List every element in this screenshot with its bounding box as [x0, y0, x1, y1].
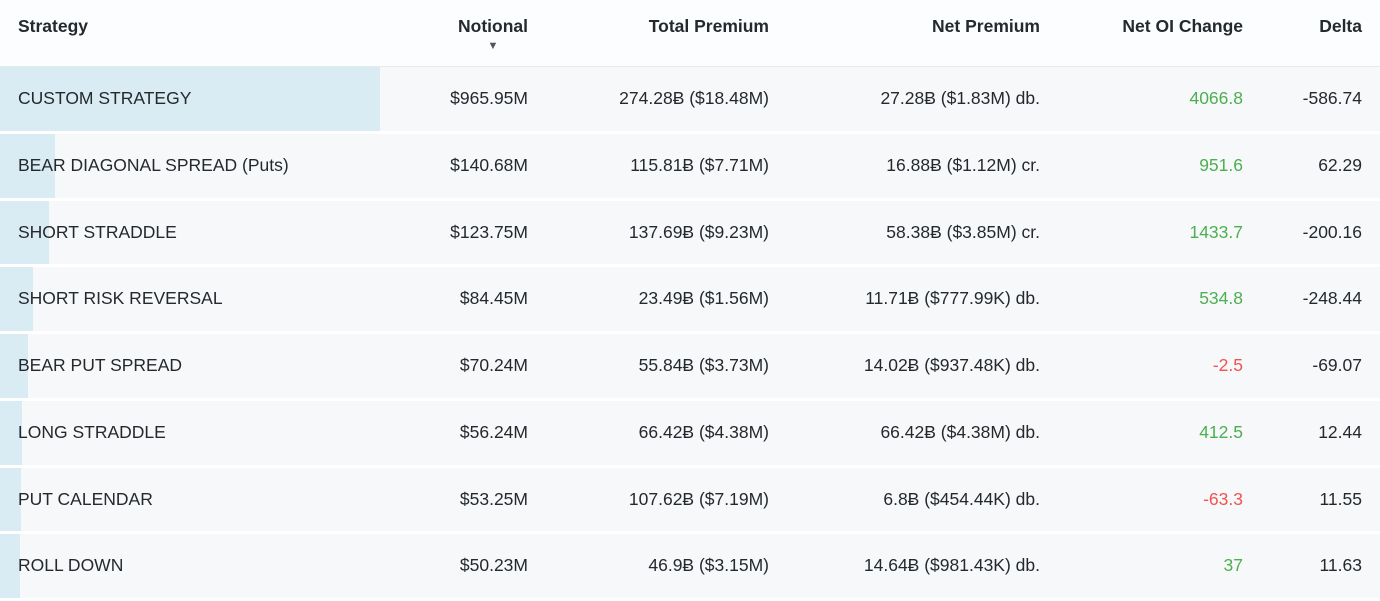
- strategy-name: BEAR PUT SPREAD: [18, 355, 183, 375]
- strategy-cell: ROLL DOWN: [0, 534, 380, 598]
- total-premium-cell: 137.69Ƀ ($9.23M): [628, 221, 769, 242]
- notional-cell: $965.95M: [450, 88, 528, 108]
- total-premium-cell: 66.42Ƀ ($4.38M): [638, 421, 769, 442]
- net-premium-cell: 66.42Ƀ ($4.38M) db.: [880, 421, 1040, 442]
- table-row[interactable]: BEAR DIAGONAL SPREAD (Puts) $140.68M 115…: [0, 133, 1380, 198]
- strategy-cell: LONG STRADDLE: [0, 400, 380, 465]
- strategy-cell: BEAR PUT SPREAD: [0, 334, 380, 398]
- column-header-notional[interactable]: Notional ▼: [380, 0, 528, 54]
- column-header-delta[interactable]: Delta: [1319, 16, 1362, 36]
- table-row[interactable]: CUSTOM STRATEGY $965.95M 274.28Ƀ ($18.48…: [0, 67, 1380, 131]
- sort-desc-icon: ▼: [487, 40, 499, 52]
- column-header-strategy[interactable]: Strategy: [18, 16, 89, 36]
- delta-cell: 11.63: [1319, 555, 1363, 576]
- column-header-notional-label: Notional: [458, 16, 528, 36]
- strategy-name: ROLL DOWN: [18, 555, 124, 576]
- net-premium-cell: 6.8Ƀ ($454.44K) db.: [883, 488, 1040, 509]
- notional-bar: [0, 200, 49, 265]
- net-premium-cell: 14.02Ƀ ($937.48K) db.: [863, 355, 1040, 375]
- notional-bar: [0, 133, 56, 198]
- strategy-name: LONG STRADDLE: [18, 421, 166, 442]
- delta-cell: 12.44: [1318, 421, 1362, 442]
- notional-cell: $53.25M: [459, 488, 528, 509]
- strategy-name: SHORT STRADDLE: [18, 221, 177, 242]
- total-premium-cell: 23.49Ƀ ($1.56M): [638, 288, 769, 309]
- table-row[interactable]: PUT CALENDAR $53.25M 107.62Ƀ ($7.19M) 6.…: [0, 467, 1380, 532]
- net-premium-cell: 14.64Ƀ ($981.43K) db.: [863, 555, 1040, 576]
- table-header: Strategy Notional ▼ Total Premium Net Pr…: [0, 0, 1380, 67]
- table-row[interactable]: SHORT STRADDLE $123.75M 137.69Ƀ ($9.23M)…: [0, 200, 1380, 265]
- net-oi-change-cell: 37: [1223, 555, 1243, 576]
- net-premium-cell: 11.71Ƀ ($777.99K) db.: [865, 288, 1040, 309]
- notional-cell: $140.68M: [450, 154, 528, 175]
- total-premium-cell: 55.84Ƀ ($3.73M): [638, 355, 769, 375]
- delta-cell: -200.16: [1302, 221, 1362, 242]
- notional-bar: [0, 67, 380, 131]
- notional-bar: [0, 400, 23, 465]
- notional-cell: $70.24M: [459, 355, 528, 375]
- table-row[interactable]: ROLL DOWN $50.23M 46.9Ƀ ($3.15M) 14.64Ƀ …: [0, 534, 1380, 598]
- column-header-total-premium[interactable]: Total Premium: [648, 16, 769, 36]
- notional-cell: $123.75M: [450, 221, 528, 242]
- notional-bar: [0, 534, 20, 598]
- strategy-cell: BEAR DIAGONAL SPREAD (Puts): [0, 133, 380, 198]
- strategy-cell: PUT CALENDAR: [0, 467, 380, 532]
- notional-cell: $56.24M: [459, 421, 528, 442]
- delta-cell: -69.07: [1312, 355, 1362, 375]
- delta-cell: -248.44: [1302, 288, 1362, 309]
- net-premium-cell: 58.38Ƀ ($3.85M) cr.: [886, 221, 1040, 242]
- notional-cell: $50.23M: [459, 555, 528, 576]
- total-premium-cell: 107.62Ƀ ($7.19M): [628, 488, 769, 509]
- total-premium-cell: 274.28Ƀ ($18.48M): [619, 88, 769, 108]
- strategy-name: CUSTOM STRATEGY: [18, 88, 192, 108]
- net-oi-change-cell: 534.8: [1199, 288, 1243, 309]
- net-oi-change-cell: -63.3: [1203, 488, 1243, 509]
- table-row[interactable]: BEAR PUT SPREAD $70.24M 55.84Ƀ ($3.73M) …: [0, 334, 1380, 398]
- notional-bar: [0, 267, 34, 331]
- net-oi-change-cell: 1433.7: [1189, 221, 1243, 242]
- net-oi-change-cell: 4066.8: [1189, 88, 1243, 108]
- delta-cell: -586.74: [1302, 88, 1362, 108]
- total-premium-cell: 46.9Ƀ ($3.15M): [648, 555, 769, 576]
- total-premium-cell: 115.81Ƀ ($7.71M): [630, 154, 769, 175]
- net-premium-cell: 27.28Ƀ ($1.83M) db.: [880, 88, 1040, 108]
- strategy-name: BEAR DIAGONAL SPREAD (Puts): [18, 154, 289, 175]
- strategy-cell: SHORT STRADDLE: [0, 200, 380, 265]
- column-header-net-premium[interactable]: Net Premium: [932, 16, 1040, 36]
- strategy-cell: CUSTOM STRATEGY: [0, 67, 380, 131]
- notional-bar: [0, 467, 21, 532]
- net-premium-cell: 16.88Ƀ ($1.12M) cr.: [886, 154, 1040, 175]
- column-header-net-oi-change[interactable]: Net OI Change: [1122, 16, 1243, 36]
- delta-cell: 11.55: [1319, 488, 1363, 509]
- notional-cell: $84.45M: [459, 288, 528, 309]
- net-oi-change-cell: -2.5: [1212, 355, 1243, 375]
- strategy-cell: SHORT RISK REVERSAL: [0, 267, 380, 331]
- table-row[interactable]: SHORT RISK REVERSAL $84.45M 23.49Ƀ ($1.5…: [0, 267, 1380, 331]
- table-row[interactable]: LONG STRADDLE $56.24M 66.42Ƀ ($4.38M) 66…: [0, 400, 1380, 465]
- notional-bar: [0, 334, 28, 398]
- delta-cell: 62.29: [1318, 154, 1362, 175]
- net-oi-change-cell: 412.5: [1199, 421, 1243, 442]
- strategy-name: SHORT RISK REVERSAL: [18, 288, 223, 309]
- strategy-name: PUT CALENDAR: [18, 488, 153, 509]
- net-oi-change-cell: 951.6: [1199, 154, 1243, 175]
